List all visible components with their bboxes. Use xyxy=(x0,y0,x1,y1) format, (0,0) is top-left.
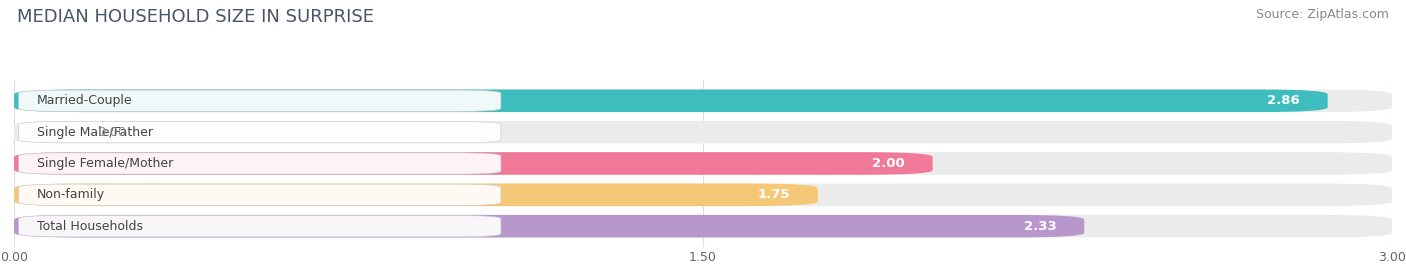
Text: 2.33: 2.33 xyxy=(1024,220,1057,233)
Text: 2.00: 2.00 xyxy=(872,157,905,170)
Text: Single Female/Mother: Single Female/Mother xyxy=(37,157,173,170)
FancyBboxPatch shape xyxy=(18,215,501,237)
FancyBboxPatch shape xyxy=(18,153,501,174)
FancyBboxPatch shape xyxy=(14,184,818,206)
FancyBboxPatch shape xyxy=(18,121,501,143)
Text: 0.00: 0.00 xyxy=(97,126,127,139)
Text: Non-family: Non-family xyxy=(37,188,105,201)
FancyBboxPatch shape xyxy=(14,90,1327,112)
Text: MEDIAN HOUSEHOLD SIZE IN SURPRISE: MEDIAN HOUSEHOLD SIZE IN SURPRISE xyxy=(17,8,374,26)
FancyBboxPatch shape xyxy=(14,215,1392,237)
FancyBboxPatch shape xyxy=(18,184,501,206)
Text: Married-Couple: Married-Couple xyxy=(37,94,132,107)
FancyBboxPatch shape xyxy=(14,121,1392,143)
Text: Total Households: Total Households xyxy=(37,220,143,233)
FancyBboxPatch shape xyxy=(14,152,1392,175)
FancyBboxPatch shape xyxy=(18,90,501,111)
Text: Single Male/Father: Single Male/Father xyxy=(37,126,153,139)
Text: 1.75: 1.75 xyxy=(758,188,790,201)
Text: Source: ZipAtlas.com: Source: ZipAtlas.com xyxy=(1256,8,1389,21)
Text: 2.86: 2.86 xyxy=(1267,94,1301,107)
FancyBboxPatch shape xyxy=(14,184,1392,206)
FancyBboxPatch shape xyxy=(14,215,1084,237)
FancyBboxPatch shape xyxy=(14,152,932,175)
FancyBboxPatch shape xyxy=(14,90,1392,112)
